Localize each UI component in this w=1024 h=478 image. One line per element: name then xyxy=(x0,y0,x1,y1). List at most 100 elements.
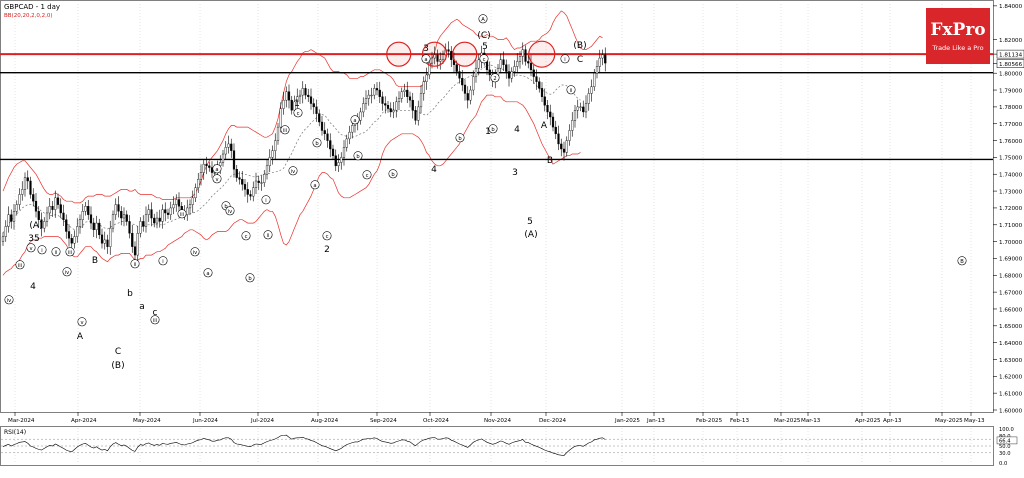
wave-label: c xyxy=(366,173,369,179)
candle-bull xyxy=(469,89,472,101)
x-tick-label: Jan-13 xyxy=(646,418,665,424)
wave-label-circle xyxy=(479,54,489,64)
candle-bull xyxy=(12,211,16,222)
candle-bull xyxy=(271,150,274,158)
candle-bear xyxy=(150,209,153,219)
wave-label-circle xyxy=(62,267,72,277)
wave-label-circle xyxy=(353,151,363,161)
candle-bear xyxy=(320,121,324,131)
y-tick-label: 1.65000 xyxy=(999,324,1023,330)
x-tick-label: Sep-2024 xyxy=(370,418,397,424)
candle-bear xyxy=(131,232,134,247)
candle-bull xyxy=(285,91,288,101)
candle-bull xyxy=(263,174,266,183)
candle-bull xyxy=(417,106,420,121)
wave-label: iv xyxy=(7,298,12,304)
wave-label: (B) xyxy=(573,41,586,51)
candle-bear xyxy=(411,99,414,111)
x-tick-label: May-2024 xyxy=(133,418,161,424)
wave-label: (A) xyxy=(524,230,537,240)
wave-label: 4 xyxy=(431,165,437,175)
candle-bull xyxy=(568,130,571,141)
candle-bear xyxy=(406,89,409,97)
wave-label-circle xyxy=(261,195,271,205)
wave-label: b xyxy=(127,289,133,299)
wave-label: (C) xyxy=(477,31,490,41)
x-tick-label: Jun-2024 xyxy=(192,418,218,424)
candle-bear xyxy=(436,54,439,62)
candle-bear xyxy=(166,212,170,215)
candle-bear xyxy=(153,217,156,224)
wave-label-circle xyxy=(288,166,298,176)
wave-label: a xyxy=(139,302,145,312)
candle-bull xyxy=(513,66,516,72)
wave-label-circle xyxy=(560,54,570,64)
wave-label: c xyxy=(483,57,486,63)
candle-bear xyxy=(128,221,131,234)
y-tick-label: 1.72000 xyxy=(999,206,1023,212)
wave-label: iii xyxy=(68,250,72,256)
wave-label-circle xyxy=(263,230,273,240)
candle-bull xyxy=(276,126,280,141)
y-tick-label: 1.76000 xyxy=(999,139,1023,145)
wave-label-circle xyxy=(245,273,255,283)
wave-label: 35 xyxy=(28,234,39,244)
wave-label: b xyxy=(224,204,228,210)
candle-bull xyxy=(175,199,178,205)
wave-label-circle xyxy=(225,206,235,216)
candle-bear xyxy=(106,239,109,247)
candle-bull xyxy=(172,204,175,209)
candle-bull xyxy=(441,54,445,60)
y-tick-label: 1.70000 xyxy=(999,240,1023,246)
y-tick-label: 1.61000 xyxy=(999,391,1023,397)
wave-label-circle xyxy=(212,174,222,184)
wave-label: ii xyxy=(134,262,137,268)
candle-bear xyxy=(92,222,95,231)
candle-bear xyxy=(205,163,208,167)
wave-label-circle xyxy=(488,124,498,134)
wave-label: B xyxy=(960,259,964,265)
wave-label: A xyxy=(77,332,84,342)
candle-bull xyxy=(351,125,354,133)
candle-bear xyxy=(315,106,318,114)
x-tick-label: Apr-2025 xyxy=(855,418,881,424)
candle-bear xyxy=(538,81,541,89)
candle-bear xyxy=(505,64,508,72)
fxpro-logo: FxPro Trade Like a Pro xyxy=(926,8,990,64)
wave-label: 1 xyxy=(294,99,300,109)
wave-label: a xyxy=(215,167,218,173)
y-tick-label: 1.82000 xyxy=(999,38,1023,44)
candle-bear xyxy=(230,143,233,151)
wave-label: 2 xyxy=(324,245,330,255)
wave-label: iv xyxy=(228,209,233,215)
wave-label: c xyxy=(245,234,248,240)
candle-bear xyxy=(249,194,252,197)
candle-bear xyxy=(463,84,467,94)
candle-bear xyxy=(450,51,453,60)
candle-bear xyxy=(326,133,329,141)
candle-bull xyxy=(422,81,425,94)
candle-bull xyxy=(400,91,403,99)
wave-label: (A) xyxy=(29,221,42,231)
wave-label: i xyxy=(564,57,565,63)
candle-bull xyxy=(392,110,395,113)
candle-bear xyxy=(29,180,32,195)
candle-bear xyxy=(502,59,505,65)
x-tick-label: Jan-2025 xyxy=(614,418,640,424)
candle-bear xyxy=(485,61,489,71)
candle-bear xyxy=(10,214,13,222)
candle-bull xyxy=(359,111,362,121)
wave-label-circle xyxy=(280,125,290,135)
candle-bear xyxy=(142,221,145,227)
candle-bull xyxy=(4,226,7,237)
y-tick-label: 1.63000 xyxy=(999,358,1023,364)
candle-bear xyxy=(309,96,313,104)
wave-label: b xyxy=(458,136,462,142)
candle-bear xyxy=(562,148,566,153)
wave-label-circle xyxy=(388,169,398,179)
x-tick-label: Feb-2025 xyxy=(696,418,723,424)
wave-label-circle xyxy=(455,133,465,143)
candle-bull xyxy=(282,99,285,109)
candle-bull xyxy=(194,187,197,199)
